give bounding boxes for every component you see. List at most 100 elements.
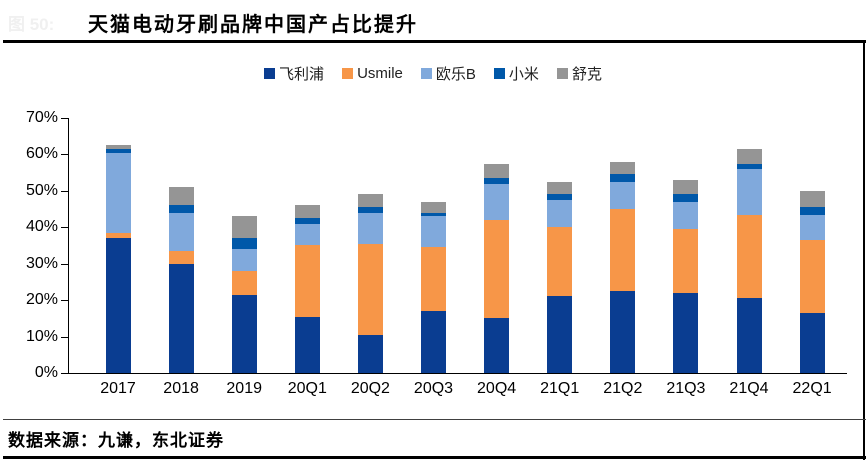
- bar-segment-2017-2: [105, 152, 131, 233]
- bar-segment-2019-2: [231, 249, 257, 271]
- bar-segment-21Q2-1: [610, 209, 636, 292]
- bar-segment-20Q4-1: [484, 219, 510, 319]
- x-axis-category-label: 20Q1: [287, 380, 327, 397]
- legend-item-2: 欧乐B: [420, 63, 476, 84]
- bar-segment-2019-1: [231, 270, 257, 295]
- x-axis-category-label: 20Q3: [413, 380, 454, 397]
- x-axis-category-label: 2017: [100, 380, 136, 397]
- bar-segment-2017-1: [105, 232, 131, 239]
- x-axis-category-label: 21Q3: [666, 380, 706, 397]
- legend-swatch-icon: [420, 68, 432, 79]
- legend-item-1: Usmile: [342, 65, 403, 82]
- figure-number-watermark: 图 50:: [8, 15, 55, 34]
- bar-segment-20Q3-4: [421, 201, 446, 213]
- y-axis-tick-label: 20%: [25, 291, 58, 309]
- chart-title: 天猫电动牙刷品牌中国产占比提升: [88, 14, 418, 36]
- bar-segment-2018-2: [168, 212, 194, 251]
- legend-item-3: 小米: [493, 63, 539, 84]
- legend-label: 飞利浦: [279, 66, 325, 83]
- x-axis-category-label: 20Q2: [350, 380, 390, 397]
- legend-swatch-icon: [493, 68, 505, 79]
- x-axis-category-label: 21Q1: [540, 380, 580, 397]
- y-axis-tick-mark: [61, 190, 68, 192]
- y-axis-tick-mark: [61, 227, 68, 229]
- footer-divider-line: [3, 419, 866, 420]
- chart-legend: 飞利浦 Usmile 欧乐B 小米 舒克: [0, 63, 866, 84]
- legend-label: 小米: [508, 66, 539, 83]
- bar-segment-21Q4-3: [736, 163, 762, 169]
- y-axis-tick-mark: [61, 117, 68, 119]
- bar-segment-20Q4-3: [484, 178, 510, 184]
- bar-segment-2017-4: [105, 145, 131, 149]
- y-axis-tick-label: 70%: [25, 108, 58, 126]
- bar-segment-2018-4: [168, 187, 194, 206]
- bar-segment-20Q1-2: [294, 223, 320, 246]
- bar-segment-22Q1-2: [799, 214, 825, 241]
- bar-segment-21Q4-2: [736, 168, 762, 215]
- bar-segment-2019-0: [231, 294, 257, 373]
- y-axis-tick-label: 60%: [25, 145, 58, 163]
- bar-segment-21Q3-1: [673, 229, 699, 293]
- x-axis-category-label: 21Q4: [729, 380, 769, 397]
- bar-segment-22Q1-0: [799, 312, 825, 373]
- y-axis-tick-label: 30%: [25, 254, 58, 272]
- bar-segment-20Q2-2: [357, 212, 383, 244]
- bar-segment-20Q1-4: [294, 205, 320, 219]
- bar-segment-20Q4-2: [484, 183, 510, 220]
- x-axis-category-label: 21Q2: [603, 380, 643, 397]
- bar-segment-21Q1-4: [547, 181, 573, 195]
- y-axis-tick-mark: [61, 154, 68, 156]
- legend-item-4: 舒克: [556, 63, 602, 84]
- y-axis-tick-mark: [61, 373, 68, 374]
- bar-segment-20Q2-4: [357, 194, 383, 208]
- bar-segment-2018-3: [168, 205, 194, 213]
- y-axis-tick-label: 50%: [25, 181, 58, 199]
- y-axis-tick-mark: [61, 336, 68, 338]
- bar-segment-22Q1-3: [799, 207, 825, 215]
- bar-segment-21Q4-1: [736, 214, 762, 299]
- bar-segment-2018-1: [168, 250, 194, 264]
- bar-segment-20Q2-3: [357, 207, 383, 213]
- bar-segment-21Q2-0: [610, 291, 636, 373]
- legend-swatch-icon: [556, 68, 568, 79]
- x-axis-line: [68, 373, 847, 374]
- bar-segment-21Q1-3: [547, 194, 573, 200]
- legend-item-0: 飞利浦: [264, 63, 324, 84]
- bar-segment-2018-0: [168, 263, 194, 373]
- y-axis-line: [68, 117, 69, 373]
- bar-segment-20Q4-4: [484, 163, 510, 179]
- y-axis-tick-label: 0%: [34, 364, 58, 381]
- bar-segment-22Q1-1: [799, 240, 825, 313]
- legend-swatch-icon: [342, 68, 354, 79]
- figure-bottom-border: [3, 456, 866, 459]
- bar-segment-22Q1-4: [799, 190, 825, 208]
- bar-segment-20Q1-0: [294, 316, 320, 373]
- bar-segment-21Q3-2: [673, 201, 699, 230]
- bar-segment-21Q1-2: [547, 199, 573, 228]
- bar-segment-21Q1-1: [547, 227, 573, 297]
- bar-segment-20Q2-1: [357, 243, 383, 335]
- y-axis-tick-label: 40%: [25, 218, 58, 236]
- legend-label: 欧乐B: [435, 66, 476, 83]
- y-axis-tick-mark: [61, 300, 68, 302]
- legend-label: 舒克: [571, 66, 602, 83]
- x-axis-category-label: 2018: [163, 380, 199, 397]
- bar-segment-21Q2-3: [610, 174, 636, 182]
- bar-segment-20Q4-0: [484, 318, 510, 373]
- bar-segment-20Q3-1: [421, 247, 446, 312]
- x-axis-category-label: 22Q1: [792, 380, 832, 397]
- y-axis-tick-mark: [61, 263, 68, 265]
- bar-segment-21Q3-0: [673, 292, 699, 373]
- bar-segment-20Q3-0: [421, 311, 446, 373]
- bar-segment-20Q3-2: [421, 216, 446, 248]
- bar-segment-21Q3-3: [673, 194, 699, 202]
- legend-label: Usmile: [357, 65, 403, 82]
- bar-segment-20Q3-3: [421, 212, 446, 217]
- bar-segment-20Q1-1: [294, 245, 320, 317]
- bar-segment-21Q1-0: [547, 296, 573, 373]
- bar-segment-20Q2-0: [357, 334, 383, 373]
- bar-segment-21Q4-4: [736, 148, 762, 164]
- bar-segment-2017-3: [105, 148, 131, 153]
